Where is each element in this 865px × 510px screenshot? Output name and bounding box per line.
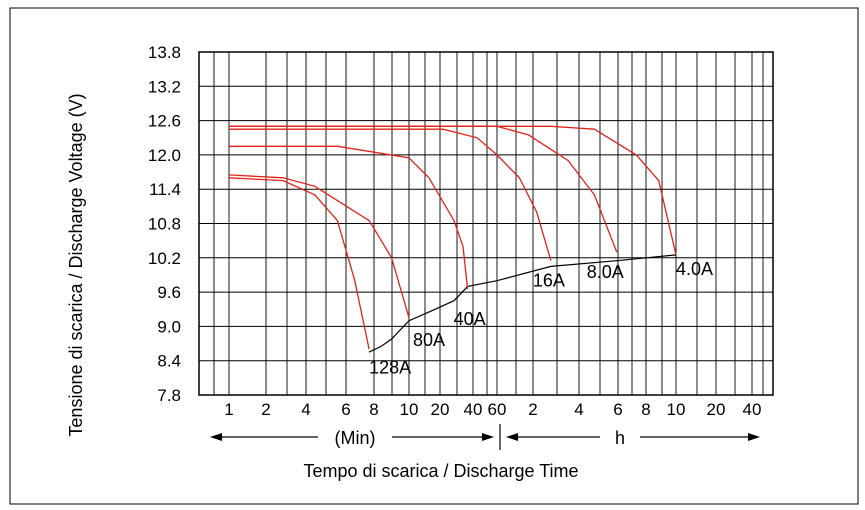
series-label-40A: 40A — [454, 309, 486, 329]
y-tick-label: 13.8 — [148, 43, 181, 62]
series-label-8-0A: 8.0A — [587, 262, 624, 282]
series-label-16A: 16A — [533, 271, 565, 291]
min-arrow-left-head — [210, 433, 222, 441]
series-lines — [228, 125, 677, 350]
minutes-unit-label: (Min) — [335, 428, 376, 448]
hours-unit-label: h — [615, 428, 625, 448]
y-tick-label: 10.2 — [148, 249, 181, 268]
y-tick-label: 11.4 — [149, 180, 181, 199]
x-tick-label: 8 — [369, 400, 378, 419]
cutoff-line — [368, 254, 677, 353]
series-label-4-0A: 4.0A — [676, 259, 713, 279]
x-tick-label: 20 — [431, 400, 450, 419]
h-arrow-left-head — [506, 433, 518, 441]
y-tick-label: 13.2 — [148, 77, 181, 96]
y-tick-label: 10.8 — [148, 215, 181, 234]
series-line-40A — [229, 145, 469, 290]
x-tick-label: 40 — [464, 400, 483, 419]
x-tick-label: 6 — [341, 400, 350, 419]
x-tick-label: 40 — [743, 400, 762, 419]
x-tick-label: 1 — [224, 400, 233, 419]
x-tick-label: 20 — [707, 400, 726, 419]
y-tick-labels: 13.8 13.2 12.6 12.0 11.4 10.8 10.2 9.6 9.0 8.4 7.8 — [148, 43, 181, 405]
y-tick-label: 12.0 — [148, 146, 181, 165]
y-tick-label: 8.4 — [157, 352, 181, 371]
x-tick-label: 4 — [301, 400, 310, 419]
grid — [199, 51, 773, 396]
x-tick-label: 4 — [574, 400, 583, 419]
x-tick-labels: 1 2 4 6 8 10 20 40 60 2 4 6 8 10 20 40 — [224, 400, 761, 419]
series-line-128A — [228, 177, 370, 350]
y-tick-label: 9.6 — [157, 283, 181, 302]
series-label-128A: 128A — [369, 357, 411, 377]
x-tick-label: 10 — [667, 400, 686, 419]
x-tick-label: 6 — [613, 400, 622, 419]
y-tick-label: 12.6 — [148, 112, 181, 131]
cutoff-voltage-line — [368, 254, 677, 353]
y-tick-label: 9.0 — [157, 317, 181, 336]
x-tick-label: 2 — [261, 400, 270, 419]
h-arrow-right-head — [748, 433, 760, 441]
x-tick-label: 10 — [400, 400, 419, 419]
series-line-4-0A — [229, 125, 677, 256]
outer-frame — [9, 7, 859, 505]
series-line-80A — [228, 174, 410, 318]
min-arrow-right-head — [482, 433, 494, 441]
x-tick-label: 60 — [488, 400, 507, 419]
x-tick-label: 2 — [528, 400, 537, 419]
series-line-16A — [229, 128, 552, 261]
y-axis-title: Tensione di scarica / Discharge Voltage … — [66, 93, 86, 436]
time-unit-arrows: (Min) h — [210, 424, 760, 450]
series-label-80A: 80A — [413, 330, 445, 350]
x-axis-title: Tempo di scarica / Discharge Time — [303, 461, 578, 481]
x-tick-label: 8 — [641, 400, 650, 419]
y-tick-label: 7.8 — [157, 386, 181, 405]
